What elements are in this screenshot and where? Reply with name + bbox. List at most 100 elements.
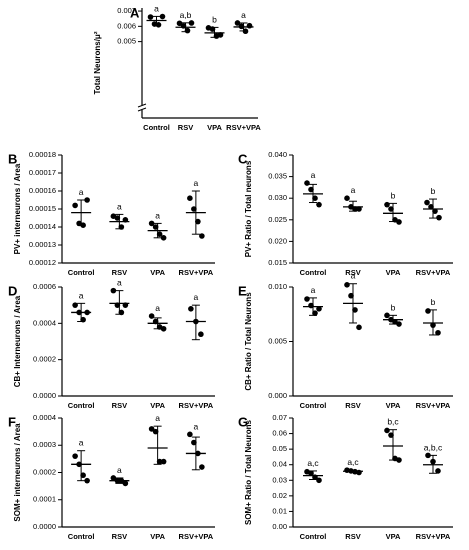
- y-axis-label: Total Neurons/μ²: [93, 31, 102, 94]
- group-vpa: b,c: [383, 417, 403, 463]
- data-point: [110, 475, 117, 481]
- data-point: [344, 195, 350, 201]
- significance-label: a: [194, 421, 199, 431]
- significance-label: a: [154, 3, 159, 13]
- y-axis-label: PV+ Ratio / Total neurons: [244, 160, 253, 257]
- significance-label: a: [351, 185, 356, 195]
- significance-label: a: [351, 271, 356, 281]
- y-tick-label: 0.035: [268, 172, 287, 181]
- data-point: [425, 452, 431, 459]
- data-point: [191, 439, 197, 446]
- data-point: [114, 215, 121, 221]
- data-point: [308, 186, 314, 193]
- group-rsv-vpa: a: [185, 421, 206, 471]
- data-point: [148, 220, 155, 227]
- y-tick-label: 0.0002: [33, 467, 56, 476]
- data-point: [432, 208, 438, 214]
- data-point: [356, 469, 362, 476]
- y-axis-label: CB+ Interneurons / Area: [13, 295, 22, 387]
- panel-g: G 0.00 0.01 0.02 0.03 0.04 0.05 0.06 0.07 SOM+ Ra…: [238, 413, 453, 541]
- group-control: a: [146, 3, 167, 28]
- data-point: [348, 292, 354, 299]
- data-point: [160, 458, 167, 465]
- data-point: [384, 427, 390, 434]
- significance-label: a: [155, 303, 160, 313]
- axis-break-mark: [137, 107, 147, 112]
- significance-label: a: [194, 292, 199, 302]
- data-point: [187, 195, 193, 201]
- y-tick-label: 0.030: [268, 193, 287, 202]
- significance-label: a,b: [180, 10, 192, 20]
- panel-a: A 0.005 0.006 0.007 Total Neurons/μ² Control a…: [93, 3, 261, 132]
- significance-label: b: [212, 14, 217, 24]
- x-tick-label: RSV: [178, 123, 193, 132]
- data-point: [72, 302, 78, 308]
- data-point: [424, 199, 430, 206]
- group-rsv: a,b: [175, 10, 196, 34]
- x-tick-label: RSV+VPA: [416, 532, 451, 541]
- y-tick-label: 0.00015: [29, 204, 56, 213]
- x-tick-label: VPA: [386, 532, 401, 541]
- y-axis-label: CB+ Ratio / Total Neurons: [244, 292, 253, 391]
- data-point: [246, 22, 253, 29]
- significance-label: a: [79, 438, 84, 448]
- data-point: [122, 480, 129, 487]
- group-rsv-vpa: a: [185, 292, 206, 341]
- y-tick-label: 0.015: [268, 258, 287, 267]
- group-control: a: [71, 438, 92, 484]
- group-rsv: a,c: [343, 457, 363, 476]
- group-control: a: [303, 285, 323, 316]
- data-point: [176, 20, 183, 27]
- y-tick-label: 0.025: [268, 215, 287, 224]
- y-tick-label: 0.020: [268, 236, 287, 245]
- data-point: [160, 235, 167, 241]
- data-point: [234, 20, 241, 26]
- significance-label: a: [194, 178, 199, 188]
- y-tick-label: 0.0003: [33, 440, 56, 449]
- significance-label: a: [155, 210, 160, 220]
- group-vpa: a: [147, 413, 168, 465]
- group-rsv: a: [343, 185, 363, 212]
- y-tick-label: 0.0002: [33, 355, 56, 364]
- y-tick-label: 0.00016: [29, 186, 56, 195]
- data-point: [344, 282, 350, 288]
- significance-label: a: [241, 10, 246, 20]
- data-point: [352, 206, 358, 212]
- x-tick-label: RSV: [345, 401, 360, 410]
- group-control: a: [71, 290, 92, 323]
- data-point: [156, 458, 163, 465]
- x-tick-label: VPA: [207, 123, 222, 132]
- x-tick-label: Control: [68, 532, 95, 541]
- data-point: [436, 214, 442, 221]
- group-rsv: a: [109, 201, 130, 230]
- significance-label: a,b,c: [424, 442, 443, 452]
- group-control: a,c: [303, 458, 323, 484]
- x-tick-label: VPA: [386, 268, 401, 277]
- y-tick-label: 0.02: [272, 491, 287, 500]
- y-tick-label: 0.0006: [33, 282, 56, 291]
- group-rsv-vpa: b: [423, 186, 443, 221]
- x-tick-label: RSV: [112, 268, 127, 277]
- axis-break-mark: [137, 103, 147, 108]
- data-point: [187, 431, 193, 438]
- panel-letter: E: [238, 283, 247, 298]
- data-point: [152, 224, 159, 230]
- y-tick-label: 0.03: [272, 475, 287, 484]
- data-point: [199, 233, 205, 239]
- data-point: [388, 206, 394, 212]
- panel-f: F 0.0000 0.0001 0.0002 0.0003 0.0004 SOM+ inte…: [8, 413, 215, 541]
- group-vpa: a: [147, 210, 168, 241]
- panel-letter: B: [8, 151, 17, 166]
- x-tick-label: RSV: [345, 532, 360, 541]
- y-tick-label: 0.007: [117, 6, 136, 15]
- data-point: [435, 468, 441, 474]
- data-point: [188, 20, 195, 26]
- y-tick-label: 0.00013: [29, 240, 56, 249]
- x-tick-label: RSV: [345, 268, 360, 277]
- group-rsv-vpa: a: [233, 10, 254, 35]
- data-point: [396, 457, 402, 463]
- data-point: [147, 14, 154, 20]
- y-tick-label: 0.00014: [29, 222, 56, 231]
- axis-break-gap: [138, 105, 146, 110]
